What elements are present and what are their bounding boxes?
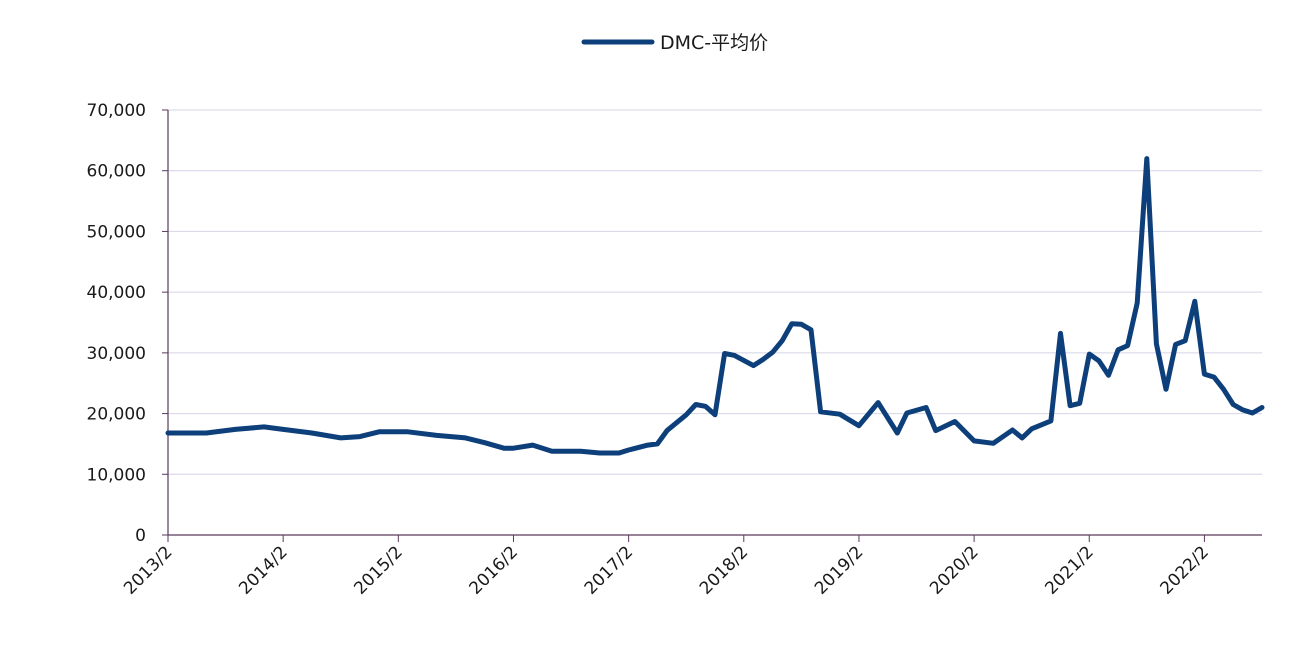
x-tick-label: 2020/2 bbox=[926, 542, 982, 598]
x-tick-label: 2021/2 bbox=[1041, 542, 1097, 598]
series-line-dmc-average-price bbox=[165, 156, 1265, 456]
x-tick-label: 2013/2 bbox=[120, 542, 176, 598]
chart-legend: DMC-平均价 bbox=[581, 32, 768, 54]
y-tick-label: 30,000 bbox=[87, 344, 146, 364]
x-tick-label: 2018/2 bbox=[696, 542, 752, 598]
x-tick-label: 2017/2 bbox=[581, 542, 637, 598]
y-tick-label: 60,000 bbox=[87, 162, 146, 182]
y-tick-label: 10,000 bbox=[87, 465, 146, 485]
legend-label-dmc-average-price: DMC-平均价 bbox=[660, 32, 768, 54]
x-tick-label: 2015/2 bbox=[350, 542, 406, 598]
y-tick-label: 20,000 bbox=[87, 405, 146, 425]
x-tick-label: 2016/2 bbox=[466, 542, 522, 598]
y-axis-tick-labels: 0 10,000 20,000 30,000 40,000 50,000 60,000 70,… bbox=[87, 101, 168, 546]
x-tick-label: 2014/2 bbox=[235, 542, 291, 598]
x-tick-label: 2019/2 bbox=[811, 542, 867, 598]
y-gridlines bbox=[168, 109, 1262, 475]
x-tick-label: 2022/2 bbox=[1157, 542, 1213, 598]
y-tick-label: 0 bbox=[135, 526, 146, 546]
y-tick-label: 40,000 bbox=[87, 283, 146, 303]
y-tick-label: 70,000 bbox=[87, 101, 146, 121]
x-axis-ticks: 2013/2 2014/2 2015/2 2016/2 2017/2 2018/2 2019… bbox=[120, 535, 1213, 599]
y-tick-label: 50,000 bbox=[87, 222, 146, 242]
